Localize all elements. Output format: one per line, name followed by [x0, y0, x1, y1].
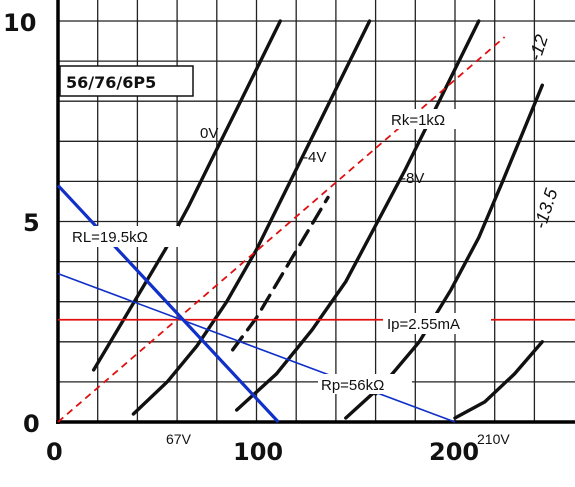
ip-label-bg	[383, 313, 491, 334]
rk-label-bg	[387, 109, 470, 129]
ip-label-text: Ip=2.55mA	[387, 316, 460, 333]
rp-label: Rp=56kΩ	[318, 374, 412, 394]
y-tick-5: 5	[23, 209, 40, 237]
ip-label: Ip=2.55mA	[383, 313, 491, 334]
voltage-label-210v: 210V	[477, 431, 510, 447]
y-tick-0: 0	[23, 410, 40, 438]
curve-label-m4v: -4V	[303, 149, 326, 166]
x-tick-100: 100	[233, 438, 283, 466]
grid	[57, 0, 575, 423]
rl-label: RL=19.5kΩ	[67, 226, 179, 247]
curve-label-0v: 0V	[200, 125, 218, 142]
rk-label-text: Rk=1kΩ	[391, 112, 445, 129]
title-box-frame	[59, 65, 194, 97]
rp-label-text: Rp=56kΩ	[321, 377, 384, 394]
curve-label-m8v: -8V	[401, 170, 424, 187]
curve-label-m12: -12	[525, 32, 552, 63]
plate-curve-unlabeled-5	[453, 340, 544, 420]
y-tick-10: 10	[3, 9, 36, 37]
x-tick-0: 0	[46, 438, 63, 466]
plate-curve-unlabeled-3	[230, 195, 330, 352]
title-box: 56/76/6P5	[59, 65, 194, 97]
rl-load-line	[56, 184, 280, 424]
rl-label-bg	[67, 226, 179, 247]
chart-title: 56/76/6P5	[66, 73, 156, 92]
plate-curve-0V	[91, 19, 282, 372]
rp-load-line	[57, 272, 456, 423]
voltage-label-67v: 67V	[166, 431, 192, 447]
rp-label-bg	[318, 374, 412, 394]
axes	[56, 0, 575, 424]
rk-cathode-line	[57, 36, 506, 423]
x-tick-200: 200	[429, 438, 479, 466]
rk-label: Rk=1kΩ	[387, 109, 470, 129]
rl-label-text: RL=19.5kΩ	[72, 229, 148, 246]
plate-curve-4V	[131, 19, 372, 416]
